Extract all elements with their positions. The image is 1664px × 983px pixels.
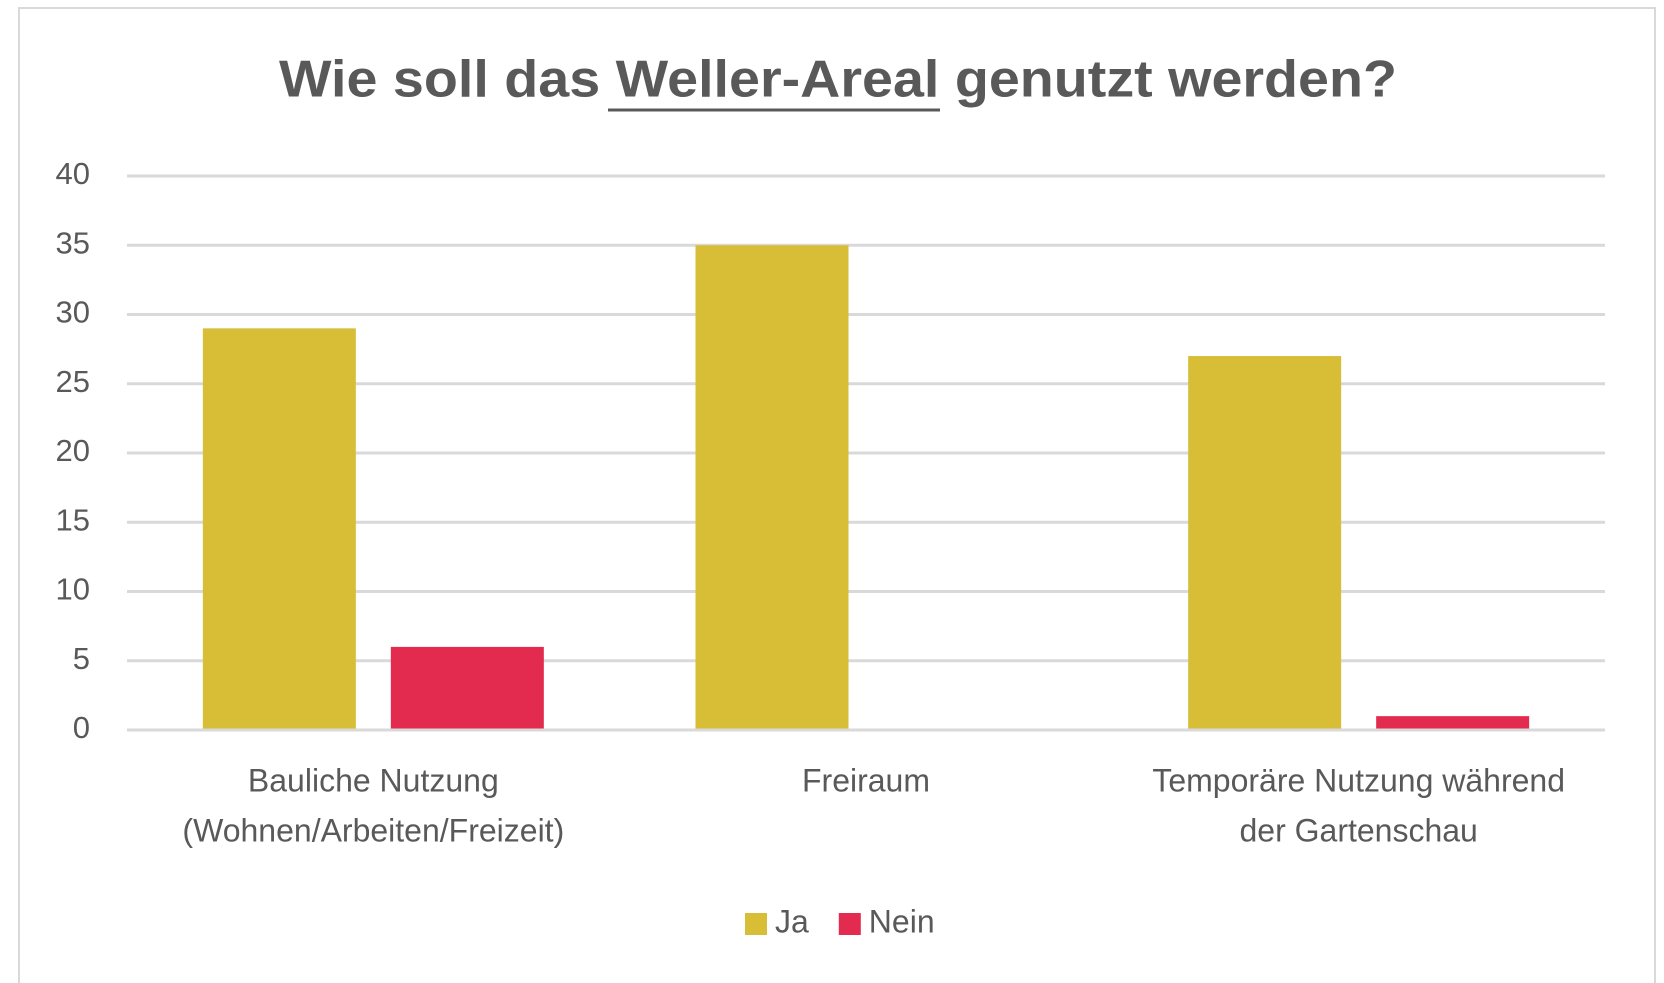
legend-swatch (838, 913, 861, 935)
x-tick-label: Bauliche Nutzung (248, 762, 499, 798)
legend-swatch (745, 913, 767, 935)
y-tick-label: 5 (73, 641, 90, 676)
x-tick-label: Temporäre Nutzung während (1152, 762, 1565, 798)
y-tick-label: 40 (56, 156, 90, 191)
x-tick-label: (Wohnen/Arbeiten/Freizeit) (182, 812, 564, 848)
y-tick-label: 30 (56, 295, 90, 330)
y-tick-label: 0 (73, 710, 90, 745)
y-tick-label: 35 (56, 225, 90, 260)
bar (390, 646, 544, 730)
legend-label: Ja (775, 903, 809, 939)
y-tick-label: 10 (56, 572, 90, 607)
x-tick-label: Freiraum (802, 762, 930, 798)
x-tick-label: der Gartenschau (1239, 812, 1477, 848)
chart-title: Wie soll das Weller-Areal genutzt werden… (279, 51, 1397, 109)
bar (1188, 356, 1342, 730)
bar (202, 328, 356, 730)
y-tick-label: 20 (56, 433, 90, 468)
y-tick-label: 25 (56, 364, 90, 399)
bar (1376, 716, 1530, 730)
legend-label: Nein (869, 903, 935, 939)
y-tick-label: 15 (56, 502, 90, 537)
bar (695, 245, 849, 730)
